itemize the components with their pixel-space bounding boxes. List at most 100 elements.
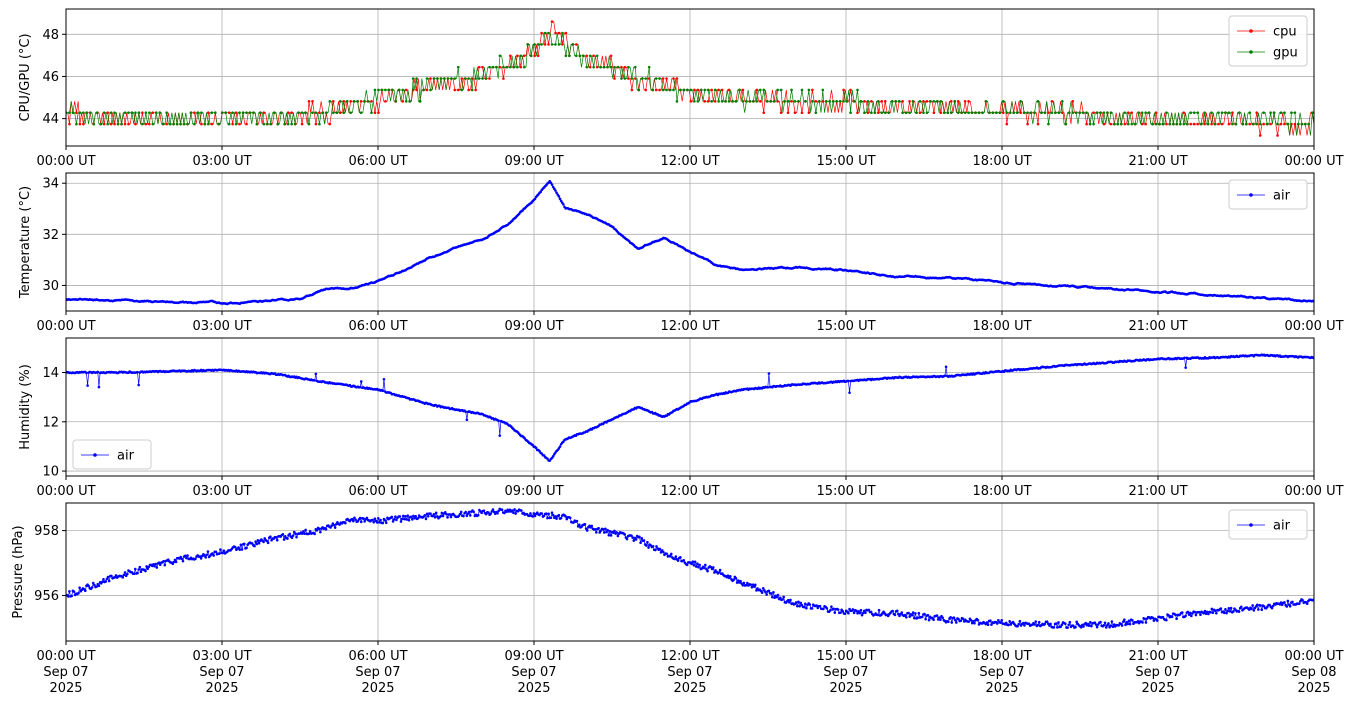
legend-label: air <box>117 449 135 464</box>
data-point <box>847 379 850 383</box>
data-point <box>338 111 342 114</box>
data-point <box>304 528 307 532</box>
data-point <box>439 77 443 80</box>
data-point <box>1079 625 1083 629</box>
data-point <box>1251 122 1255 126</box>
data-point <box>543 43 547 46</box>
data-point <box>295 535 298 539</box>
data-point <box>534 446 538 450</box>
data-point <box>917 611 921 615</box>
x-tick-label: 09:00 UT <box>504 319 563 334</box>
data-point <box>786 598 790 602</box>
x-tick-label: 00:00 UT Sep 08 2025 <box>1284 649 1343 696</box>
data-point <box>137 111 141 114</box>
data-point <box>231 111 234 114</box>
data-point <box>147 565 151 569</box>
data-point <box>242 542 246 546</box>
data-point <box>630 534 633 537</box>
data-point <box>536 54 540 58</box>
data-point <box>1202 611 1206 615</box>
data-point <box>426 514 430 518</box>
data-point <box>356 100 359 103</box>
data-point <box>375 521 379 524</box>
data-point <box>1232 610 1235 613</box>
data-point <box>564 515 567 518</box>
data-point <box>113 576 117 579</box>
data-point <box>634 538 638 541</box>
data-point <box>1301 599 1304 602</box>
data-point <box>1109 122 1113 126</box>
data-point <box>1007 623 1010 627</box>
data-point <box>929 100 932 103</box>
data-point <box>303 532 306 535</box>
data-point <box>623 77 627 80</box>
y-axis-label: Pressure (hPa) <box>11 525 26 618</box>
data-point <box>314 372 318 376</box>
data-point <box>1111 625 1115 629</box>
data-point <box>802 605 806 609</box>
data-point <box>939 111 943 114</box>
y-tick-label: 32 <box>42 228 59 243</box>
data-point <box>1203 122 1206 126</box>
legend-marker <box>1249 50 1253 54</box>
data-point <box>1188 611 1192 615</box>
data-point <box>550 43 554 46</box>
data-point <box>554 43 557 46</box>
legend-label: air <box>1273 189 1291 204</box>
data-point <box>342 111 346 114</box>
data-point <box>1224 608 1227 611</box>
data-point <box>181 559 185 563</box>
data-point <box>464 510 468 514</box>
x-tick-label: 03:00 UT <box>192 154 251 169</box>
y-tick-label: 10 <box>42 465 59 480</box>
data-point <box>606 65 609 69</box>
data-point <box>1304 122 1307 126</box>
data-point <box>408 100 411 103</box>
data-point <box>416 516 420 520</box>
data-point <box>484 77 488 80</box>
data-point <box>713 571 716 574</box>
x-tick-label: 06:00 UT <box>348 319 407 334</box>
data-point <box>257 541 261 545</box>
data-point <box>425 512 429 516</box>
data-point <box>1283 122 1286 126</box>
data-point <box>561 43 564 46</box>
data-point <box>391 520 395 523</box>
data-point <box>988 111 991 114</box>
y-tick-label: 956 <box>34 589 59 604</box>
data-point <box>717 100 720 103</box>
data-point <box>1140 122 1144 126</box>
data-point <box>769 100 773 103</box>
data-point <box>781 598 784 601</box>
data-point <box>342 100 346 103</box>
data-point <box>390 515 394 519</box>
data-point <box>961 617 965 621</box>
data-point <box>210 111 214 114</box>
data-point <box>300 122 304 126</box>
data-point <box>137 383 140 387</box>
data-point <box>709 565 713 569</box>
data-point <box>581 54 585 58</box>
data-point <box>315 529 319 532</box>
data-point <box>130 111 134 114</box>
data-point <box>818 604 822 608</box>
data-point <box>1124 623 1127 627</box>
data-point <box>922 100 925 103</box>
legend-label: air <box>1273 519 1291 534</box>
data-point <box>269 122 273 126</box>
data-point <box>604 527 607 531</box>
data-point <box>706 88 710 92</box>
data-point <box>354 518 357 521</box>
data-point <box>317 527 321 531</box>
y-tick-label: 30 <box>42 279 59 294</box>
data-point <box>1002 100 1005 103</box>
data-point <box>550 183 554 186</box>
data-point <box>203 122 207 126</box>
x-tick-label: 12:00 UT <box>660 319 719 334</box>
data-point <box>786 100 790 103</box>
data-point <box>71 111 75 114</box>
data-point <box>467 510 471 514</box>
data-point <box>1196 111 1200 114</box>
data-point <box>561 31 564 35</box>
panel-3: 00:00 UT 03:00 UT 06:00 UT 09:00 UT 12:00 UT… <box>18 337 1344 499</box>
